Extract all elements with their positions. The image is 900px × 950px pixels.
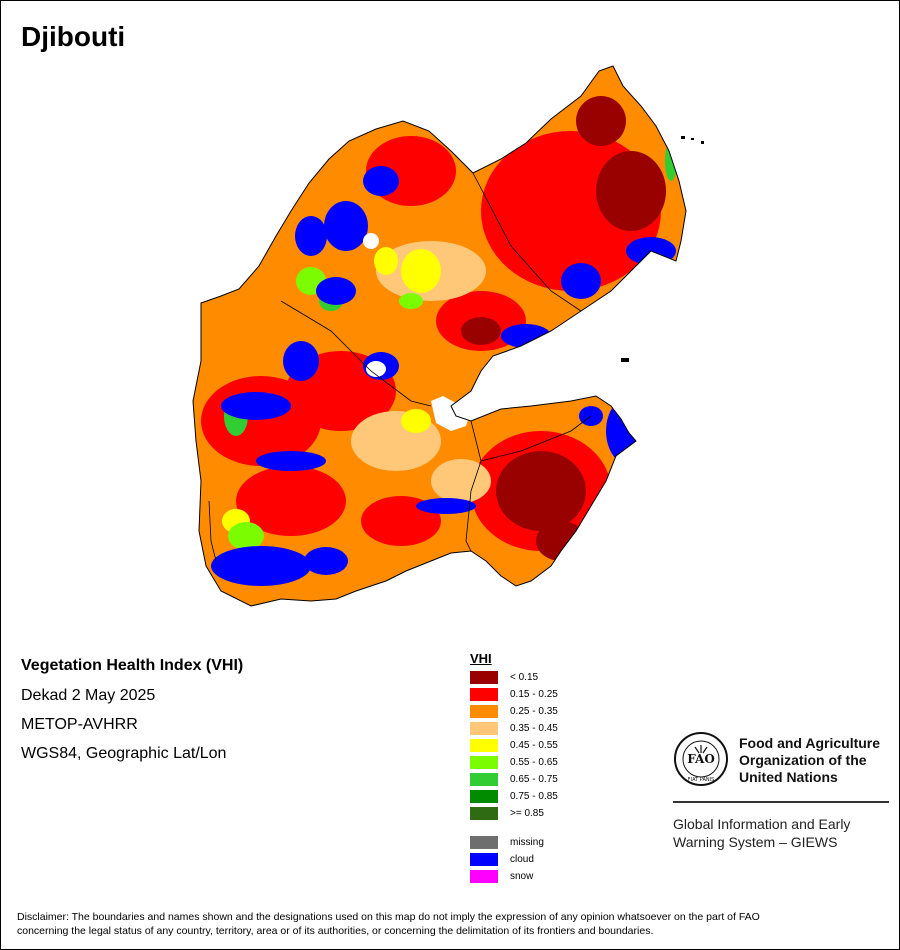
fao-divider [673,801,889,803]
legend-class-row: 0.15 - 0.25 [470,686,558,703]
legend-class-row: 0.75 - 0.85 [470,788,558,805]
index-title: Vegetation Health Index (VHI) [21,657,244,674]
legend-special-swatch [470,836,498,849]
legend-class-swatch [470,773,498,786]
fao-logo-icon: FAO FIAT PANIS [674,732,728,786]
legend-class-row: 0.45 - 0.55 [470,737,558,754]
legend-class-row: 0.25 - 0.35 [470,703,558,720]
disclaimer-line2: concerning the legal status of any count… [17,925,654,937]
projection-label: WGS84, Geographic Lat/Lon [21,745,227,762]
legend-special-row: snow [470,868,558,885]
sensor-label: METOP-AVHRR [21,716,138,733]
legend-special-swatch [470,853,498,866]
legend-class-row: 0.35 - 0.45 [470,720,558,737]
legend-class-row: < 0.15 [470,669,558,686]
fao-name-line3: United Nations [739,769,838,785]
legend-class-swatch [470,756,498,769]
legend-class-swatch [470,688,498,701]
legend-class-label: 0.45 - 0.55 [510,740,558,751]
legend-special-label: cloud [510,854,534,865]
legend-special-label: snow [510,871,534,882]
disclaimer-line1: Disclaimer: The boundaries and names sho… [17,911,760,923]
legend-class-label: 0.55 - 0.65 [510,757,558,768]
legend-class-swatch [470,739,498,752]
map-title: Djibouti [21,21,126,52]
legend-special-row: missing [470,834,558,851]
legend-class-label: >= 0.85 [510,808,544,819]
giews-name: Global Information and Early Warning Sys… [673,815,850,851]
legend-class-label: 0.35 - 0.45 [510,723,558,734]
giews-line2: Warning System – GIEWS [673,834,838,850]
fao-name-line1: Food and Agriculture [739,735,881,751]
legend-class-label: 0.65 - 0.75 [510,774,558,785]
legend-class-swatch [470,671,498,684]
vhi-legend: VHI < 0.15 0.15 - 0.25 0.25 - 0.35 0.35 - 0… [470,651,558,885]
fao-logo-motto: FIAT PANIS [688,777,715,783]
fao-name: Food and Agriculture Organization of the… [739,735,880,786]
legend-special-label: missing [510,837,544,848]
legend-class-swatch [470,807,498,820]
legend-class-label: 0.25 - 0.35 [510,706,558,717]
legend-class-label: < 0.15 [510,672,539,683]
map-info: Vegetation Health Index (VHI) Dekad 2 Ma… [21,657,243,774]
legend-heading: VHI [470,651,492,666]
giews-line1: Global Information and Early [673,816,851,832]
legend-class-swatch [470,722,498,735]
disclaimer: Disclaimer: The boundaries and names sho… [17,910,887,938]
legend-special-swatch [470,870,498,883]
legend-class-row: 0.65 - 0.75 [470,771,558,788]
legend-class-swatch [470,705,498,718]
vhi-map [192,65,704,607]
legend-class-row: >= 0.85 [470,805,558,822]
legend-special-row: cloud [470,851,558,868]
legend-class-label: 0.15 - 0.25 [510,689,558,700]
fao-name-line2: Organization of the [739,752,867,768]
period-label: Dekad 2 May 2025 [21,687,156,704]
legend-class-row: 0.55 - 0.65 [470,754,558,771]
legend-class-swatch [470,790,498,803]
fao-logo-letters: FAO [687,752,715,766]
legend-class-label: 0.75 - 0.85 [510,791,558,802]
